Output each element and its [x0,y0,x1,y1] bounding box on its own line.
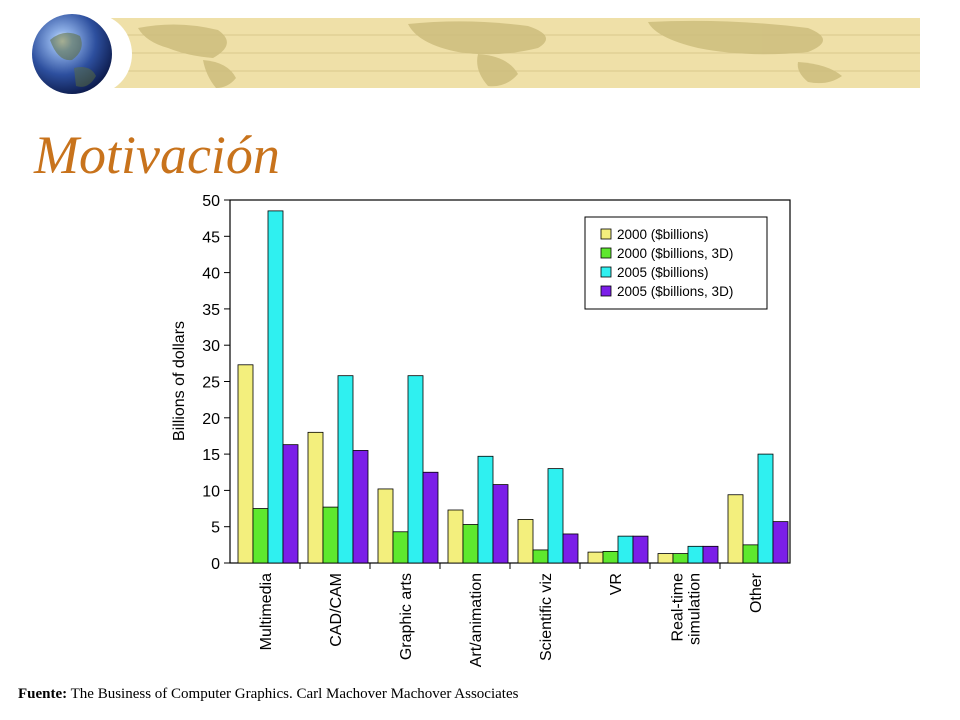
bar-3-7 [687,545,704,564]
legend-label-4: 2005 ($billions, 3D) [617,284,733,299]
bar-3-6 [617,535,634,564]
bar-4-4 [492,484,509,564]
legend-label-2: 2000 ($billions, 3D) [617,246,733,261]
bar-2-7 [672,553,689,564]
bar-4-5 [562,533,579,564]
legend-swatch-4 [600,285,612,297]
y-tick-label: 15 [202,447,220,464]
bar-1-6 [587,551,604,564]
y-tick-label: 30 [202,338,220,355]
x-tick-label: Real-time [670,573,687,642]
bar-3-8 [757,453,774,564]
bar-2-2 [322,506,339,564]
bar-4-3 [422,471,439,564]
y-tick-label: 25 [202,375,220,392]
bar-1-8 [727,494,744,564]
bar-2-1 [252,508,269,564]
x-tick-label: VR [608,573,625,595]
bar-1-3 [377,488,394,564]
bar-3-3 [407,375,424,564]
bar-1-2 [307,431,324,564]
x-tick-label: CAD/CAM [328,573,345,647]
bar-1-5 [517,519,534,564]
x-tick-label: simulation [687,573,704,645]
y-tick-label: 35 [202,302,220,319]
y-tick-label: 5 [211,520,220,537]
source-label: Fuente: [18,686,68,702]
y-axis-title: Billions of dollars [171,321,188,441]
source-note: Fuente: The Business of Computer Graphic… [18,686,518,703]
legend-label-1: 2000 ($billions) [617,227,709,242]
x-tick-label: Multimedia [258,573,275,650]
bar-3-5 [547,468,564,564]
bar-2-6 [602,550,619,564]
bar-2-4 [462,524,479,564]
y-tick-label: 45 [202,229,220,246]
y-tick-label: 0 [211,556,220,573]
chart-canvas: 0 5 10 15 20 25 30 35 40 45 50 Multimedia CAD/CAM Gr… [171,193,791,667]
x-tick-label: Graphic arts [398,573,415,660]
bar-3-2 [337,375,354,564]
y-tick-label: 10 [202,483,220,500]
legend-box [584,216,768,310]
source-text: The Business of Computer Graphics. Carl … [70,686,519,702]
x-tick-label: Scientific viz [538,573,555,661]
bar-1-7 [657,553,674,564]
bar-2-5 [532,549,549,564]
bar-4-1 [282,444,299,564]
globe-icon [24,10,134,100]
bar-3-4 [477,455,494,564]
bar-2-3 [392,531,409,564]
bar-3-1 [267,210,284,564]
bar-4-7 [702,545,719,564]
bar-2-8 [742,544,759,564]
bar-4-8 [772,521,789,564]
world-map-decoration [108,20,920,88]
y-tick-label: 40 [202,266,220,283]
map-banner [108,18,920,88]
y-tick-label: 20 [202,411,220,428]
bar-1-1 [237,364,254,564]
x-tick-label: Other [748,572,765,613]
y-tick-label: 50 [202,193,220,210]
legend-label-3: 2005 ($billions) [617,265,709,280]
legend-swatch-2 [600,247,612,259]
x-tick-label: Art/animation [468,573,485,667]
bar-1-4 [447,509,464,564]
slide-title: Motivación [34,125,280,185]
legend-swatch-1 [600,228,612,240]
bar-chart: 0 5 10 15 20 25 30 35 40 45 50 Multimedia CAD/CAM Gr… [160,185,800,690]
bar-4-2 [352,450,369,564]
bar-4-6 [632,535,649,564]
legend-swatch-3 [600,266,612,278]
